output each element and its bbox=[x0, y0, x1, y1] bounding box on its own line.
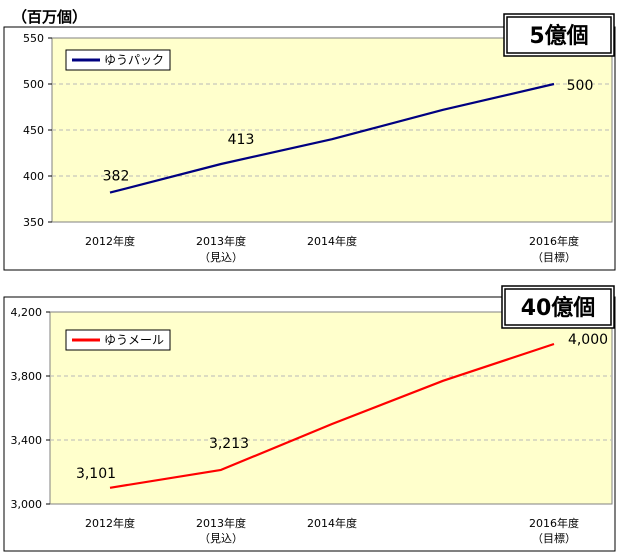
legend-box bbox=[65, 49, 171, 71]
data-label: 413 bbox=[228, 132, 255, 148]
x-tick-label: 2012年度 bbox=[85, 234, 135, 248]
y-tick-label: 450 bbox=[23, 124, 44, 137]
data-label: 3,101 bbox=[76, 466, 116, 482]
x-tick-sublabel: （目標） bbox=[532, 250, 576, 264]
data-label: 4,000 bbox=[568, 332, 608, 348]
x-tick-sublabel: （目標） bbox=[532, 531, 576, 545]
y-tick-label: 4,200 bbox=[11, 306, 43, 319]
badge-label: 40億個 bbox=[521, 295, 596, 321]
series-line bbox=[109, 342, 555, 489]
y-tick-label: 3,800 bbox=[11, 370, 43, 383]
x-tick-label: 2016年度 bbox=[529, 234, 579, 248]
y-tick-label: 500 bbox=[23, 78, 44, 91]
unit-label: （百万個） bbox=[12, 8, 87, 26]
y-tick-label: 3,400 bbox=[11, 434, 43, 447]
x-tick-sublabel: （見込） bbox=[199, 532, 243, 545]
x-tick-label: 2014年度 bbox=[307, 516, 357, 530]
chart-1: 350 400 450 500 550 2012年度 2013年度 （見込） 2014年度 201… bbox=[3, 13, 616, 271]
chart-2: 3,000 3,400 3,800 4,200 2012年度 2013年度 （見込） 2014… bbox=[3, 285, 616, 552]
x-tick-label: 2014年度 bbox=[307, 234, 357, 248]
legend-box bbox=[65, 329, 171, 351]
data-label: 3,213 bbox=[209, 436, 249, 452]
x-tick-label: 2016年度 bbox=[529, 516, 579, 530]
series-line bbox=[109, 82, 555, 194]
legend-label: ゆうメール bbox=[104, 333, 164, 347]
data-label: 500 bbox=[567, 78, 594, 94]
y-tick-label: 400 bbox=[23, 170, 44, 183]
y-tick-label: 550 bbox=[23, 32, 44, 45]
x-tick-label: 2012年度 bbox=[85, 516, 135, 530]
badge-inner bbox=[504, 288, 612, 326]
x-tick-sublabel: （見込） bbox=[199, 251, 243, 264]
data-label: 382 bbox=[103, 169, 130, 185]
x-tick-label: 2013年度 bbox=[196, 234, 246, 248]
y-tick-label: 3,000 bbox=[11, 498, 43, 511]
legend-label: ゆうパック bbox=[104, 53, 164, 67]
badge-inner bbox=[506, 16, 612, 54]
x-tick-label: 2013年度 bbox=[196, 516, 246, 530]
badge-label: 5億個 bbox=[529, 23, 588, 49]
y-tick-label: 350 bbox=[23, 216, 44, 229]
